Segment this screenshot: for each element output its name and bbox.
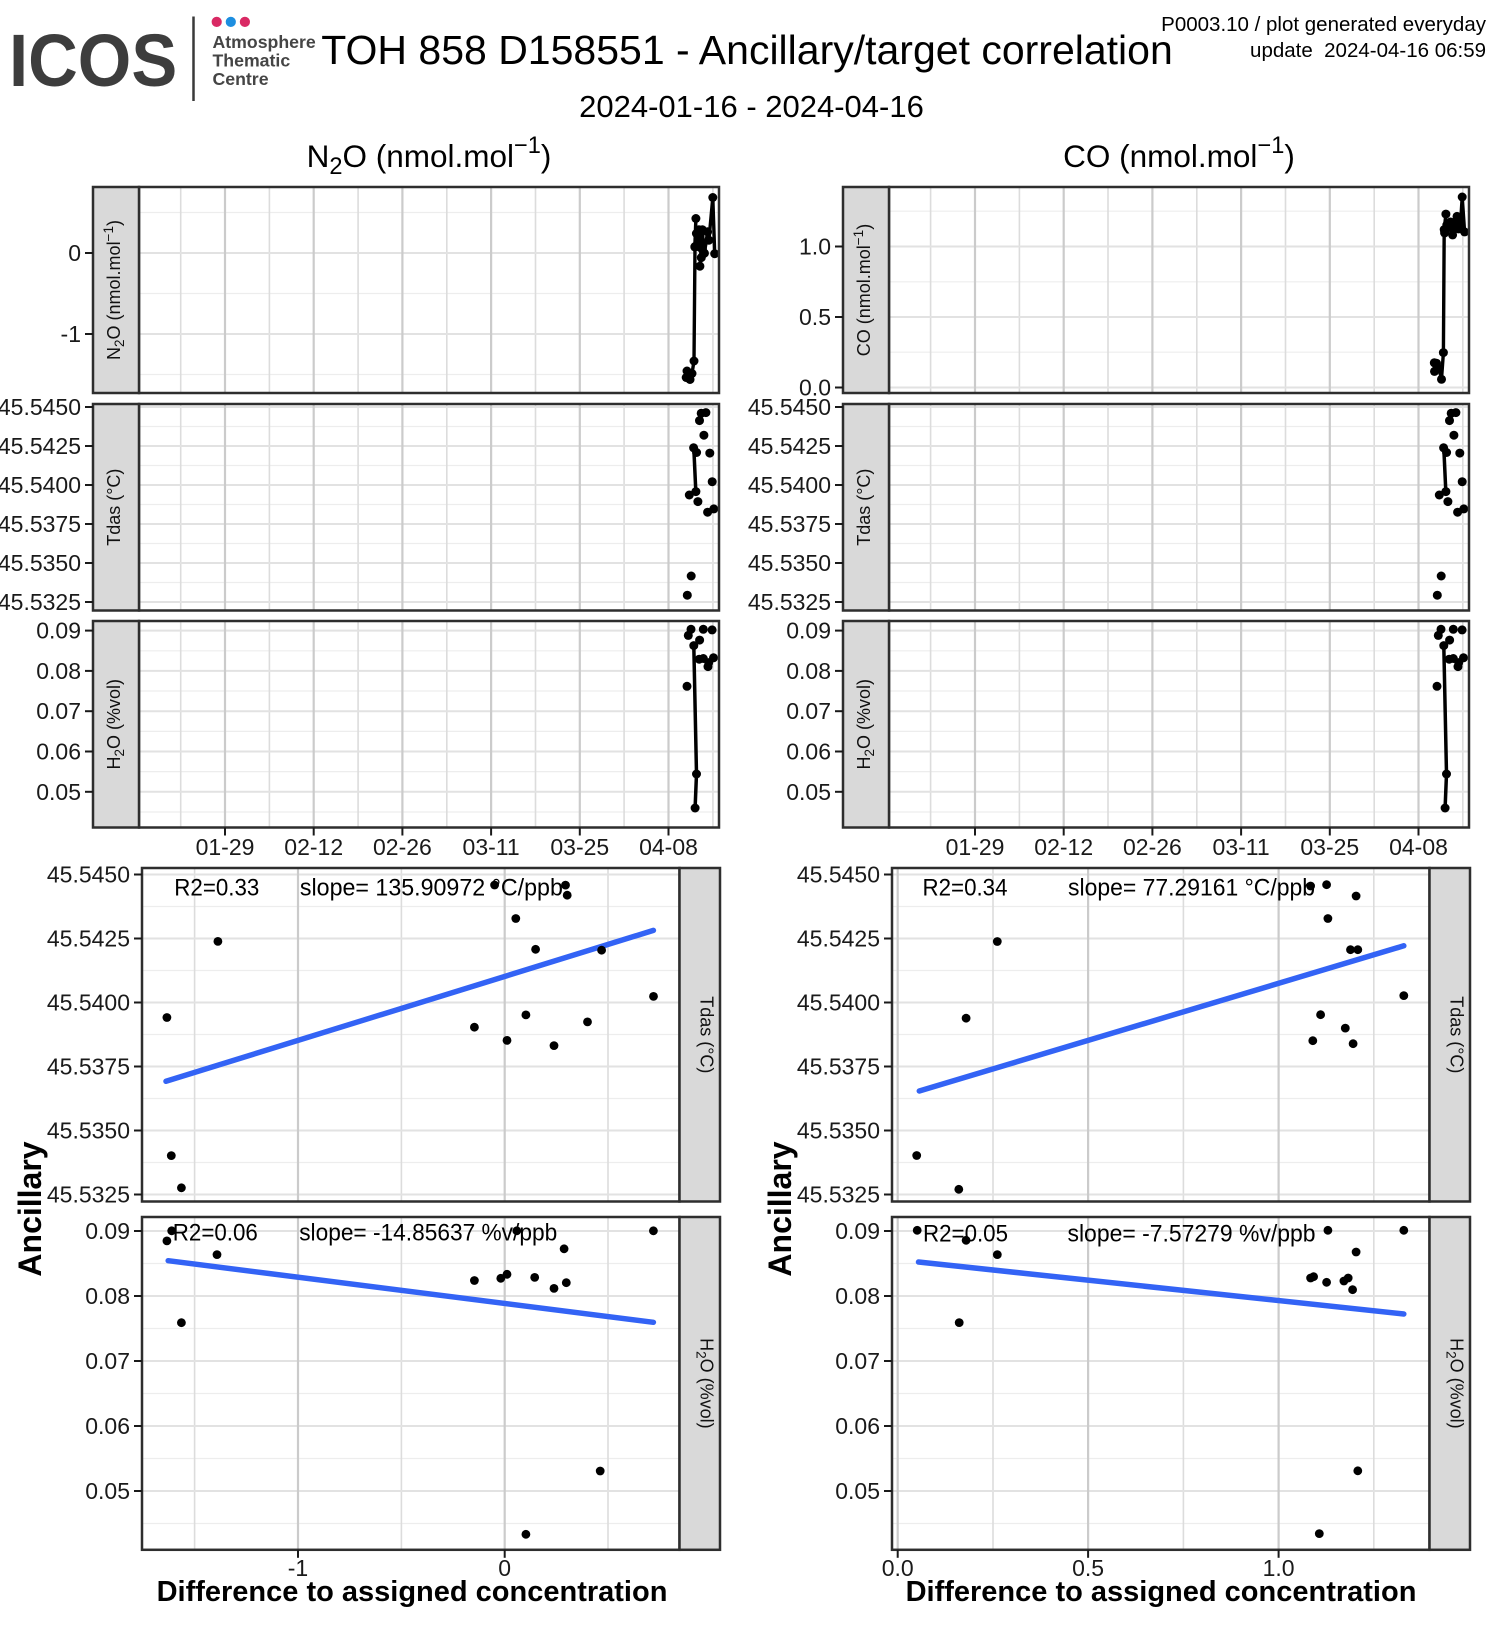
svg-text:45.5400: 45.5400 <box>797 990 880 1016</box>
svg-text:03-25: 03-25 <box>550 834 609 860</box>
svg-text:45.5450: 45.5450 <box>47 862 130 888</box>
svg-text:H2O (%vol): H2O (%vol) <box>854 679 877 770</box>
svg-text:Tdas (°C): Tdas (°C) <box>854 469 874 546</box>
svg-text:0.05: 0.05 <box>85 1478 130 1504</box>
svg-text:0.5: 0.5 <box>799 304 831 330</box>
svg-text:45.5375: 45.5375 <box>797 1054 880 1080</box>
svg-text:0.07: 0.07 <box>36 698 81 724</box>
svg-text:0.09: 0.09 <box>36 618 81 644</box>
svg-text:CO (nmol.mol−1): CO (nmol.mol−1) <box>851 224 874 356</box>
svg-text:0.06: 0.06 <box>835 1413 880 1439</box>
svg-text:Tdas (°C): Tdas (°C) <box>1446 996 1466 1073</box>
svg-text:45.5325: 45.5325 <box>748 589 831 615</box>
svg-text:Ancillary: Ancillary <box>762 1141 798 1276</box>
svg-text:Tdas (°C): Tdas (°C) <box>696 996 716 1073</box>
svg-text:45.5450: 45.5450 <box>748 394 831 420</box>
svg-text:1.0: 1.0 <box>1263 1555 1295 1581</box>
svg-text:45.5400: 45.5400 <box>748 472 831 498</box>
svg-text:45.5350: 45.5350 <box>748 550 831 576</box>
svg-text:Ancillary: Ancillary <box>12 1141 48 1276</box>
svg-text:H2O (%vol): H2O (%vol) <box>693 1338 716 1429</box>
svg-text:0.06: 0.06 <box>786 739 831 765</box>
svg-text:01-29: 01-29 <box>946 834 1005 860</box>
svg-text:Difference to assigned concent: Difference to assigned concentration <box>906 1576 1417 1608</box>
svg-text:45.5325: 45.5325 <box>0 589 81 615</box>
svg-text:04-08: 04-08 <box>639 834 698 860</box>
svg-text:0.0: 0.0 <box>882 1555 914 1581</box>
svg-text:slope= -7.57279 %v/ppb: slope= -7.57279 %v/ppb <box>1068 1221 1316 1248</box>
svg-text:H2O (%vol): H2O (%vol) <box>1443 1338 1466 1429</box>
svg-text:P0003.10 / plot generated ever: P0003.10 / plot generated everyday <box>1161 13 1487 36</box>
svg-text:02-26: 02-26 <box>373 834 432 860</box>
svg-text:0.05: 0.05 <box>835 1478 880 1504</box>
svg-text:45.5425: 45.5425 <box>0 433 81 459</box>
svg-text:R2=0.06: R2=0.06 <box>173 1220 258 1247</box>
svg-text:03-11: 03-11 <box>463 834 520 860</box>
svg-text:0.08: 0.08 <box>835 1283 880 1309</box>
svg-text:Atmosphere: Atmosphere <box>213 32 316 52</box>
svg-text:0.05: 0.05 <box>36 779 81 805</box>
svg-text:1.0: 1.0 <box>799 234 831 260</box>
svg-text:R2=0.33: R2=0.33 <box>174 875 259 902</box>
svg-text:Difference to assigned concent: Difference to assigned concentration <box>157 1576 668 1608</box>
svg-text:45.5425: 45.5425 <box>47 926 130 952</box>
svg-text:0.09: 0.09 <box>835 1218 880 1244</box>
svg-text:0: 0 <box>498 1555 511 1581</box>
svg-text:02-26: 02-26 <box>1123 834 1182 860</box>
svg-text:Thematic: Thematic <box>213 51 291 71</box>
svg-text:-1: -1 <box>61 321 81 347</box>
svg-text:45.5325: 45.5325 <box>47 1182 130 1208</box>
svg-text:0: 0 <box>68 240 81 266</box>
svg-text:0.06: 0.06 <box>36 739 81 765</box>
svg-text:45.5325: 45.5325 <box>797 1182 880 1208</box>
svg-text:45.5425: 45.5425 <box>748 433 831 459</box>
svg-text:0.09: 0.09 <box>85 1218 130 1244</box>
svg-text:N2O (nmol.mol−1): N2O (nmol.mol−1) <box>101 220 127 360</box>
svg-text:R2=0.34: R2=0.34 <box>923 875 1008 902</box>
svg-text:update 2024-04-16 06:59: update 2024-04-16 06:59 <box>1250 39 1486 62</box>
svg-text:0.07: 0.07 <box>786 698 831 724</box>
svg-text:0.5: 0.5 <box>1072 1555 1104 1581</box>
svg-text:0.08: 0.08 <box>36 658 81 684</box>
svg-text:slope= -14.85637 %v/ppb: slope= -14.85637 %v/ppb <box>299 1220 557 1247</box>
svg-text:45.5350: 45.5350 <box>797 1118 880 1144</box>
svg-text:45.5400: 45.5400 <box>47 990 130 1016</box>
svg-text:N2O (nmol.mol−1): N2O (nmol.mol−1) <box>307 133 552 180</box>
svg-text:45.5450: 45.5450 <box>797 862 880 888</box>
svg-text:0.08: 0.08 <box>786 658 831 684</box>
svg-text:R2=0.05: R2=0.05 <box>923 1221 1008 1248</box>
svg-text:0.05: 0.05 <box>786 779 831 805</box>
svg-text:45.5350: 45.5350 <box>47 1118 130 1144</box>
svg-text:Centre: Centre <box>213 69 269 89</box>
svg-text:45.5375: 45.5375 <box>47 1054 130 1080</box>
svg-text:H2O (%vol): H2O (%vol) <box>104 679 127 770</box>
svg-text:slope= 135.90972 °C/ppb: slope= 135.90972 °C/ppb <box>300 875 563 902</box>
svg-text:03-25: 03-25 <box>1300 834 1359 860</box>
svg-text:slope= 77.29161 °C/ppb: slope= 77.29161 °C/ppb <box>1068 875 1315 902</box>
svg-text:0.08: 0.08 <box>85 1283 130 1309</box>
svg-text:0.06: 0.06 <box>85 1413 130 1439</box>
svg-text:0.07: 0.07 <box>85 1348 130 1374</box>
svg-text:CO (nmol.mol−1): CO (nmol.mol−1) <box>1063 133 1295 174</box>
svg-text:-1: -1 <box>288 1555 308 1581</box>
svg-text:ICOS: ICOS <box>9 20 177 103</box>
svg-text:45.5375: 45.5375 <box>0 511 81 537</box>
svg-text:TOH 858 D158551 - Ancillary/ta: TOH 858 D158551 - Ancillary/target corre… <box>321 27 1173 73</box>
svg-text:45.5450: 45.5450 <box>0 394 81 420</box>
svg-text:45.5350: 45.5350 <box>0 550 81 576</box>
svg-text:0.09: 0.09 <box>786 618 831 644</box>
svg-text:0.07: 0.07 <box>835 1348 880 1374</box>
svg-text:2024-01-16 - 2024-04-16: 2024-01-16 - 2024-04-16 <box>579 89 924 124</box>
svg-text:03-11: 03-11 <box>1213 834 1270 860</box>
svg-text:45.5425: 45.5425 <box>797 926 880 952</box>
svg-text:45.5375: 45.5375 <box>748 511 831 537</box>
svg-text:01-29: 01-29 <box>196 834 255 860</box>
svg-text:0.0: 0.0 <box>799 375 831 401</box>
svg-text:02-12: 02-12 <box>1034 834 1093 860</box>
svg-text:Tdas (°C): Tdas (°C) <box>104 469 124 546</box>
svg-text:02-12: 02-12 <box>284 834 343 860</box>
svg-text:04-08: 04-08 <box>1389 834 1448 860</box>
svg-text:45.5400: 45.5400 <box>0 472 81 498</box>
